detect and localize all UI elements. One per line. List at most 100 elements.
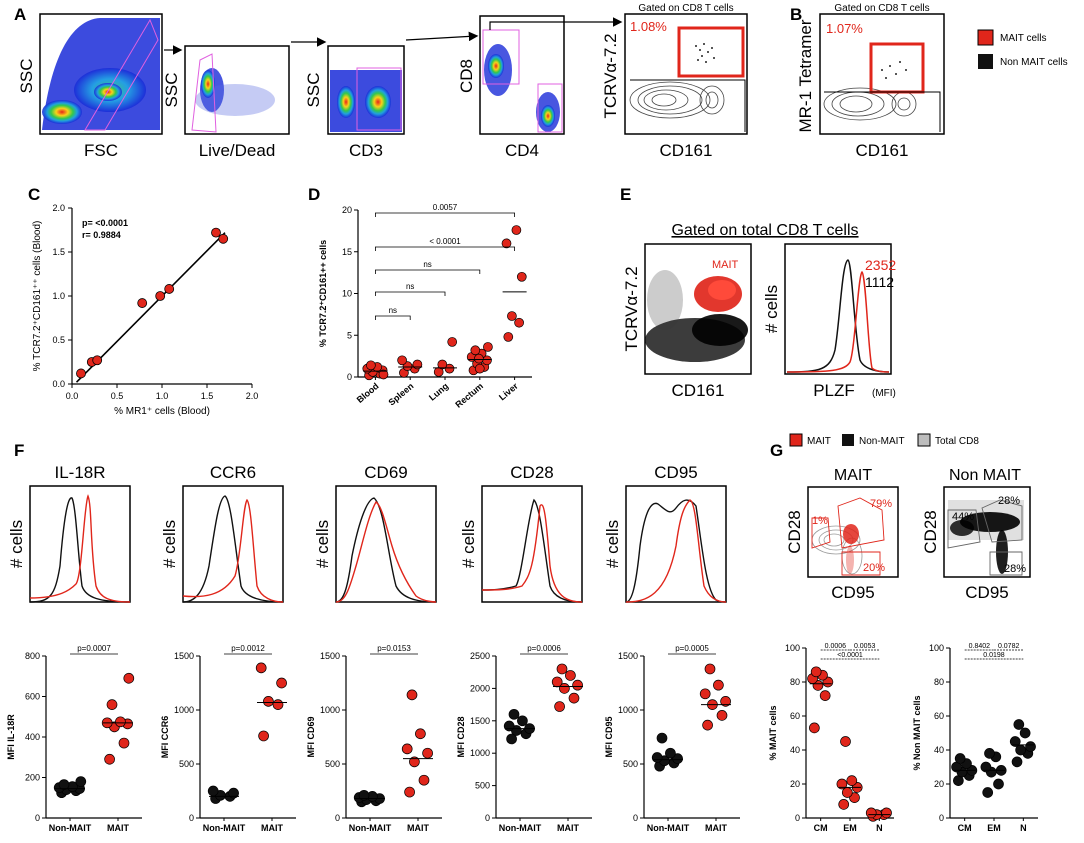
f-hist-mait	[29, 494, 131, 603]
f-hist-frame	[29, 485, 131, 603]
f-cd95-point	[702, 719, 713, 731]
f-ccr6-y-label: MFI CCR6	[160, 716, 170, 759]
f-cd95-y-tick-label: 1500	[618, 651, 638, 661]
g-legend-mait: MAIT	[807, 436, 831, 447]
e-hist-mait	[786, 270, 890, 373]
b-title: Gated on CD8 T cells	[834, 3, 929, 14]
c-y-tick-label: 1.0	[52, 291, 65, 301]
a-plot1: SSC FSC	[17, 13, 163, 160]
d-point	[507, 311, 517, 321]
f-cd28-point	[503, 720, 515, 732]
d-comparison-bracket	[375, 315, 411, 320]
g-nonmait-point	[1013, 719, 1025, 730]
f-cd95-x-tick-label: Non-MAIT	[647, 823, 690, 833]
f-ccr6-point	[276, 677, 287, 689]
f-ccr6-y-tick-label: 500	[179, 759, 194, 769]
d-point	[397, 355, 407, 366]
g-legend-mait-swatch	[789, 433, 803, 447]
f-il18r-y-label: MFI IL-18R	[6, 714, 16, 760]
c-point	[164, 284, 175, 294]
e-mfi-mait: 2352	[865, 257, 896, 273]
f-hist-y-label: # cells	[603, 520, 622, 568]
c-point	[92, 355, 103, 366]
b-y-label: MR-1 Tetramer	[796, 19, 815, 132]
f-il18r-point	[123, 672, 135, 684]
d-y-tick-label: 5	[347, 330, 352, 340]
g-nonmait-point	[982, 787, 994, 798]
f-cd95-x-tick-label: MAIT	[705, 823, 727, 833]
f-cd95-point	[651, 752, 663, 763]
f-ccr6-y-tick-label: 0	[189, 813, 194, 823]
f-il18r-y-tick-label: 200	[25, 773, 40, 783]
e-hist-non	[786, 259, 890, 373]
c-annotation-r: r= 0.9884	[82, 230, 121, 240]
g-mait-y: CD28	[785, 510, 804, 553]
legend-non-mait-label: Non MAIT cells	[1000, 57, 1068, 68]
e-dotplot: MAIT TCRVα-7.2 CD161	[622, 243, 752, 400]
f-cd28-point	[554, 701, 565, 712]
c-y-tick-label: 0.0	[52, 379, 65, 389]
d-comparison-label: ns	[389, 306, 397, 315]
f-charts: 0 200 400 600 800 Non-MAIT MAIT MFI IL-18R p=0.0…	[6, 644, 740, 833]
c-point	[155, 291, 166, 301]
g-mait-plot: MAIT 79% 20% 1% CD28 CD95	[785, 467, 899, 602]
d-point	[378, 369, 389, 380]
a5-title: Gated on CD8 T cells	[638, 3, 733, 14]
d-y-tick-label: 0	[347, 372, 352, 382]
f-cd69-point	[409, 756, 420, 768]
c-point	[137, 298, 148, 308]
panel-letter-f: F	[14, 441, 24, 460]
f-ccr6-x-tick-label: MAIT	[261, 823, 283, 833]
g-mait-y-tick-label: 60	[790, 711, 800, 721]
f-cd95-point	[704, 663, 716, 675]
g-mait-point	[840, 736, 851, 747]
f-cd28-point	[517, 715, 528, 727]
f-il18r-y-tick-label: 400	[25, 732, 40, 742]
d-comparison-label: 0.0057	[433, 203, 458, 212]
f-cd28-y-tick-label: 500	[475, 781, 490, 791]
g-charts: 0 20 40 60 80 100 CM EM N % MAIT cells 0.0006 0.005…	[768, 643, 1038, 833]
g-nonmait-point	[980, 761, 992, 773]
f-hist-frame	[335, 485, 437, 603]
g-nonmait-point	[993, 778, 1004, 790]
d-y-tick-label: 10	[342, 289, 352, 299]
a3-x-label: CD3	[349, 141, 383, 160]
f-cd69-y-tick-label: 500	[325, 759, 340, 769]
g-mait-comparison-label: <0.0001	[837, 652, 863, 659]
d-point	[447, 337, 458, 347]
d-point	[412, 359, 423, 370]
panel-letter-b: B	[790, 5, 802, 24]
f-cd95-point	[720, 696, 731, 707]
f-cd69-y-tick-label: 1500	[320, 651, 340, 661]
b-pct: 1.07%	[826, 21, 863, 36]
c-x-tick-label: 0.0	[66, 391, 79, 401]
g-nonmait-y-tick-label: 20	[934, 779, 944, 789]
g-nonmait-point	[954, 753, 966, 764]
d-comparison-label: ns	[423, 260, 431, 269]
f-il18r-point	[58, 779, 70, 790]
f-cd28-y-tick-label: 1500	[470, 716, 490, 726]
g-non-x: CD95	[965, 583, 1008, 602]
g-nonmait-y-tick-label: 40	[934, 745, 944, 755]
f-ccr6-point	[258, 730, 269, 742]
panel-letter-e: E	[620, 185, 631, 204]
legend-top: MAIT cells Non MAIT cells	[977, 29, 1068, 69]
b-x-label: CD161	[856, 141, 909, 160]
a5-pct: 1.08%	[630, 19, 667, 34]
d-comparison-label: ns	[406, 282, 414, 291]
c-point	[76, 368, 86, 379]
f-hist-y-label: # cells	[7, 520, 26, 568]
c-y-tick-label: 2.0	[52, 203, 65, 213]
f-cd69-point	[358, 789, 370, 801]
f-hist-non-mait	[335, 497, 437, 603]
f-cd28-point	[572, 679, 583, 691]
f-cd95-point	[713, 679, 724, 691]
f-il18r-pvalue: p=0.0007	[77, 644, 111, 653]
g-nonmait-point	[1019, 727, 1031, 739]
d-y-tick-label: 15	[342, 247, 352, 257]
f-cd69-point	[422, 747, 433, 759]
g-mait-point	[846, 775, 858, 786]
f-cd95-point	[672, 753, 683, 764]
e-hist-y: # cells	[762, 285, 781, 333]
f-cd28-point	[565, 670, 576, 681]
